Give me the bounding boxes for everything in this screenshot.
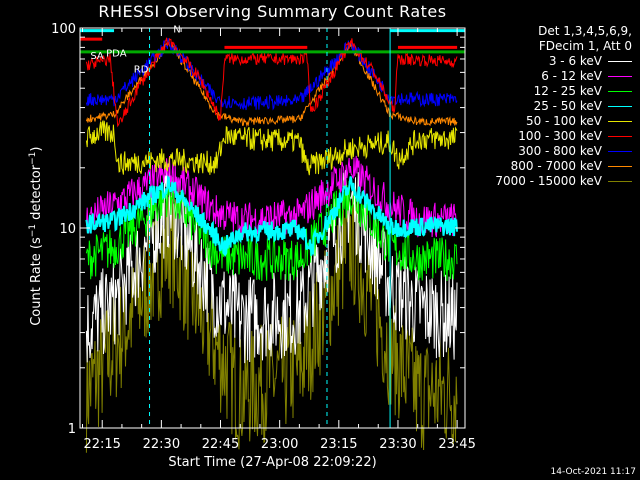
flag-annotation-rd: RD <box>134 64 149 75</box>
timestamp: 14-Oct-2021 11:17 <box>550 467 636 477</box>
legend-label: 12 - 25 keV <box>533 84 602 98</box>
legend-swatch <box>608 166 632 167</box>
legend-swatch <box>608 181 632 182</box>
flag-annotation-sa: SA <box>90 51 104 62</box>
series-line-12-25keV <box>85 175 458 282</box>
series-line-50-100keV <box>85 119 458 176</box>
legend-item: 3 - 6 keV <box>495 54 632 69</box>
legend-item: 300 - 800 keV <box>495 144 632 159</box>
legend-swatch <box>608 61 632 62</box>
legend-item: 7000 - 15000 keV <box>495 174 632 189</box>
legend-item: 50 - 100 keV <box>495 114 632 129</box>
y-tick-label-10: 10 <box>59 222 76 237</box>
flag-annotation-n: N <box>173 24 180 35</box>
legend-header-line-1: Det 1,3,4,5,6,9, <box>538 24 632 38</box>
x-tick-label-2245: 22:45 <box>202 437 239 452</box>
y-tick-label-100: 100 <box>51 22 76 37</box>
legend-swatch <box>608 121 632 122</box>
legend-label: 800 - 7000 keV <box>510 159 602 173</box>
legend-label: 100 - 300 keV <box>518 129 602 143</box>
x-tick-label-2330: 23:30 <box>379 437 416 452</box>
chart-title: RHESSI Observing Summary Count Rates <box>98 2 447 21</box>
legend-swatch <box>608 106 632 107</box>
legend-label: 6 - 12 keV <box>541 69 602 83</box>
legend-item: 25 - 50 keV <box>495 99 632 114</box>
y-axis-label: Count Rate (s−1 detector−1) <box>27 146 45 326</box>
legend-label: 300 - 800 keV <box>518 144 602 158</box>
series-line-25-50keV <box>85 175 458 258</box>
legend-item: 100 - 300 keV <box>495 129 632 144</box>
legend: Det 1,3,4,5,6,9, FDecim 1, Att 0 3 - 6 k… <box>495 24 632 189</box>
series-line-6-12keV <box>85 155 458 238</box>
legend-label: 3 - 6 keV <box>548 54 602 68</box>
legend-swatch <box>608 136 632 137</box>
legend-label: 25 - 50 keV <box>533 99 602 113</box>
legend-swatch <box>608 151 632 152</box>
x-tick-label-2230: 22:30 <box>143 437 180 452</box>
legend-item: 6 - 12 keV <box>495 69 632 84</box>
x-axis-label: Start Time (27-Apr-08 22:09:22) <box>168 455 377 470</box>
legend-label: 7000 - 15000 keV <box>495 174 602 188</box>
legend-swatch <box>608 91 632 92</box>
x-tick-label-2315: 23:15 <box>320 437 357 452</box>
legend-label: 50 - 100 keV <box>525 114 602 128</box>
series-line-100-300keV <box>85 37 458 128</box>
legend-item: 12 - 25 keV <box>495 84 632 99</box>
legend-header-line-2: FDecim 1, Att 0 <box>538 39 632 53</box>
flag-annotation-pda: PDA <box>106 49 127 60</box>
x-tick-label-2215: 22:15 <box>83 437 120 452</box>
x-tick-label-2345: 23:45 <box>438 437 475 452</box>
y-tick-label-1: 1 <box>68 422 76 437</box>
legend-swatch <box>608 76 632 77</box>
legend-item: 800 - 7000 keV <box>495 159 632 174</box>
x-tick-label-2300: 23:00 <box>261 437 298 452</box>
